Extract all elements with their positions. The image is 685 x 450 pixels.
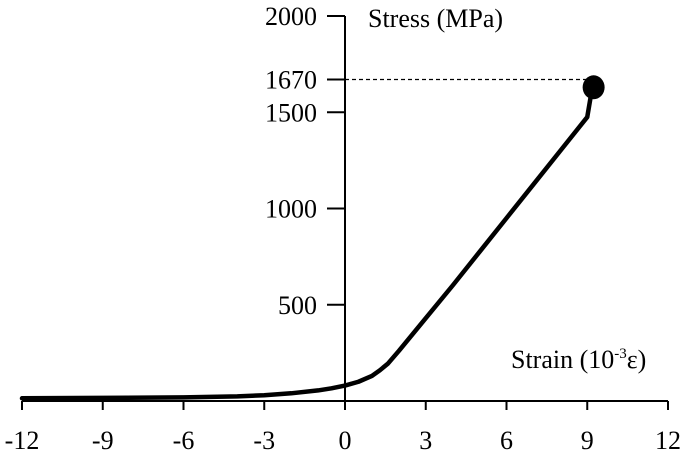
y-tick-label: 1670 xyxy=(265,66,317,95)
y-axis-title: Stress (MPa) xyxy=(368,4,503,33)
x-tick-label: -6 xyxy=(173,426,195,450)
x-tick-label: 12 xyxy=(655,426,681,450)
x-tick-label: 0 xyxy=(339,426,352,450)
x-axis: -12 -9 -6 -3 0 3 6 9 12 xyxy=(5,400,681,450)
x-axis-title-main: Strain (10 xyxy=(511,345,614,374)
x-tick-label: 9 xyxy=(581,426,594,450)
series-group xyxy=(19,83,595,401)
x-axis-title-exponent: -3 xyxy=(614,346,627,362)
x-tick-label: 3 xyxy=(419,426,432,450)
x-ticks: -12 -9 -6 -3 0 3 6 9 12 xyxy=(5,401,681,450)
x-axis-title: Strain (10-3ε) xyxy=(511,345,646,374)
y-tick-label: 2000 xyxy=(265,2,317,31)
x-tick-label: -3 xyxy=(253,426,275,450)
stress-strain-curve xyxy=(19,83,595,401)
x-tick-label: 6 xyxy=(500,426,513,450)
y-tick-label: 1500 xyxy=(265,98,317,127)
y-axis: 500 1000 1500 1670 2000 xyxy=(265,2,346,401)
y-tick-label: 500 xyxy=(278,291,317,320)
x-tick-label: -12 xyxy=(5,426,40,450)
y-ticks: 500 1000 1500 1670 2000 xyxy=(265,2,345,320)
x-axis-title-suffix: ε) xyxy=(627,345,647,374)
x-tick-label: -9 xyxy=(92,426,114,450)
markers-group xyxy=(582,75,605,100)
failure-point-marker xyxy=(582,75,605,100)
y-tick-label: 1000 xyxy=(265,195,317,224)
